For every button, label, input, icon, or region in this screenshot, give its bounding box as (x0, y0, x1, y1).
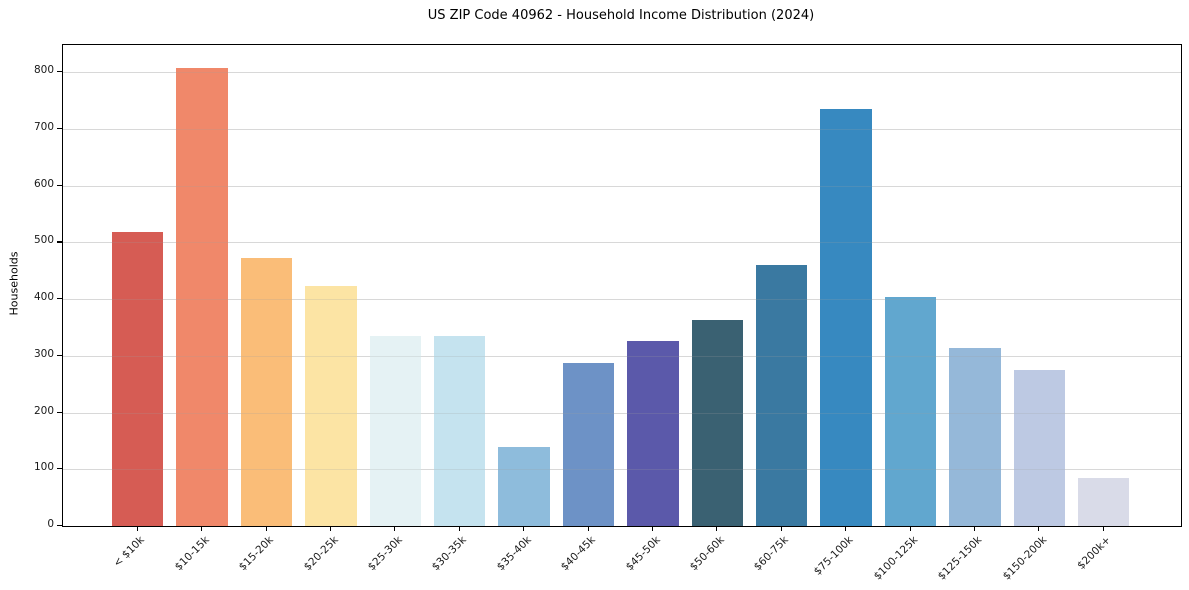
gridline (63, 242, 1181, 244)
gridline (63, 185, 1181, 187)
x-tick-mark (716, 526, 718, 531)
gridline (63, 299, 1181, 301)
x-tick-mark (587, 526, 589, 531)
gridline (63, 299, 1181, 301)
bar-$150-200k (1013, 370, 1066, 526)
y-tick-mark (57, 127, 62, 130)
x-tick-mark (845, 526, 847, 531)
y-axis-label: Households (7, 251, 21, 316)
x-tick-label: $60-75k (752, 534, 792, 574)
x-tick-mark (973, 526, 976, 531)
y-tick-mark (57, 241, 62, 243)
x-tick-label: < $10k (111, 534, 148, 570)
x-tick-label: $30-35k (430, 534, 470, 574)
y-tick-label: 500 (33, 234, 54, 247)
gridline (63, 412, 1181, 414)
x-tick-label: $75-100k (811, 534, 856, 578)
y-tick-label: 700 (33, 120, 54, 133)
bar-$100-125k (884, 297, 937, 526)
x-tick-mark (651, 526, 654, 531)
x-tick-label: $50-60k (687, 534, 727, 574)
bar-$15-20k (240, 258, 293, 526)
gridline (63, 412, 1181, 414)
gridline (63, 355, 1181, 357)
x-tick-label: $10-15k (172, 534, 212, 574)
x-tick-mark (201, 526, 203, 531)
x-tick-label: $15-20k (236, 534, 277, 574)
gridline (63, 72, 1181, 74)
y-tick-label: 300 (33, 347, 54, 360)
y-tick-label: 100 (33, 461, 54, 474)
x-tick-mark (136, 526, 138, 531)
x-tick-label: $40-45k (558, 534, 599, 574)
y-tick-mark (57, 298, 62, 300)
x-tick-mark (265, 526, 267, 531)
x-tick-label: $200k+ (1075, 534, 1114, 572)
y-tick-label: 0 (47, 518, 54, 530)
gridline (63, 355, 1181, 357)
gridline (63, 469, 1181, 471)
bar-$75-100k (820, 108, 872, 526)
bar-$200k+ (1077, 478, 1130, 526)
bar-< $10k (111, 231, 164, 526)
y-tick-mark (57, 71, 62, 73)
plot-area (62, 44, 1182, 527)
gridline (63, 469, 1181, 471)
x-tick-label: $125-150k (935, 534, 985, 583)
bar-$20-25k (305, 286, 357, 526)
x-tick-mark (329, 526, 332, 531)
gridline (63, 185, 1181, 187)
x-tick-mark (394, 526, 396, 531)
bar-$50-60k (691, 319, 744, 526)
y-tick-mark (57, 525, 62, 527)
x-tick-label: $20-25k (301, 534, 341, 574)
y-tick-label: 200 (33, 404, 54, 417)
gridline (63, 128, 1181, 130)
bar-$125-150k (949, 348, 1001, 526)
x-tick-label: $45-50k (623, 534, 663, 574)
bar-$35-40k (498, 447, 550, 526)
x-tick-mark (909, 526, 911, 531)
x-tick-label: $25-30k (365, 534, 405, 574)
y-tick-mark (57, 468, 62, 470)
bar-$45-50k (627, 341, 679, 526)
bar-$40-45k (562, 363, 615, 526)
x-tick-mark (1038, 526, 1040, 531)
x-tick-mark (523, 526, 525, 531)
chart-title: US ZIP Code 40962 - Household Income Dis… (427, 8, 815, 23)
bar-$30-35k (433, 335, 486, 526)
bar-$60-75k (755, 264, 808, 526)
y-tick-label: 800 (33, 64, 54, 77)
bar-$10-15k (176, 67, 228, 526)
y-tick-label: 600 (33, 177, 54, 190)
gridline (63, 72, 1181, 74)
x-tick-label: $35-40k (494, 534, 534, 574)
y-tick-mark (57, 184, 62, 186)
gridline (63, 242, 1181, 244)
x-tick-label: $150-200k (1000, 534, 1049, 583)
x-tick-mark (780, 526, 782, 531)
x-tick-mark (1102, 526, 1104, 531)
x-tick-mark (458, 526, 460, 531)
x-tick-label: $100-125k (871, 534, 921, 583)
gridline (63, 128, 1181, 130)
bar-$25-30k (369, 335, 422, 526)
y-tick-mark (57, 411, 62, 413)
y-tick-label: 400 (33, 291, 54, 304)
y-tick-mark (57, 354, 62, 357)
